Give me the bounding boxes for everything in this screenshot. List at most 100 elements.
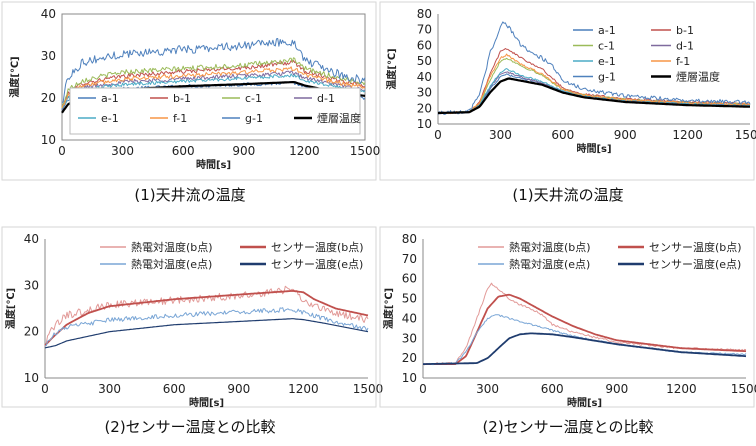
- x-tick-label: 1200: [672, 128, 703, 142]
- legend-label: 熱電対温度(b点): [509, 240, 591, 254]
- series-line: [44, 307, 369, 347]
- x-tick-label: 0: [41, 382, 49, 396]
- y-axis-label: 温度[℃]: [385, 48, 398, 89]
- y-tick-label: 30: [402, 331, 417, 345]
- y-tick-label: 10: [24, 371, 39, 385]
- legend-label: c-1: [245, 92, 262, 105]
- chart-top-right: 0300600900120015001020304050607080時間[s]温…: [379, 1, 756, 204]
- panel-caption: (2)センサー温度との比較: [104, 418, 275, 436]
- panel-frame: [379, 226, 755, 408]
- series-line: [44, 318, 369, 349]
- panel-caption: (1)天井流の温度: [512, 186, 623, 204]
- series-line: [423, 332, 747, 365]
- legend-label: f-1: [676, 55, 690, 68]
- y-tick-label: 30: [24, 278, 39, 292]
- x-tick-label: 900: [614, 128, 637, 142]
- legend-label: d-1: [676, 40, 694, 53]
- y-tick-label: 40: [41, 7, 56, 21]
- legend-label: a-1: [598, 24, 616, 37]
- legend-label: センサー温度(b点): [271, 240, 364, 254]
- x-tick-label: 1200: [288, 382, 319, 396]
- y-tick-label: 40: [402, 311, 417, 325]
- legend-label: e-1: [598, 55, 616, 68]
- y-tick-label: 10: [402, 371, 417, 385]
- x-tick-label: 300: [111, 144, 134, 158]
- series-line: [437, 21, 751, 115]
- legend-label: センサー温度(e点): [649, 257, 741, 271]
- x-tick-label: 900: [232, 144, 255, 158]
- legend-label: 熱電対温度(e点): [509, 257, 590, 271]
- y-axis-label: 温度[℃]: [382, 288, 395, 329]
- legend-label: 煙層温度: [676, 70, 720, 84]
- y-tick-label: 10: [417, 117, 432, 131]
- legend-label: b-1: [676, 24, 694, 37]
- y-tick-label: 40: [417, 70, 432, 84]
- y-tick-label: 20: [417, 101, 432, 115]
- x-tick-label: 0: [434, 128, 442, 142]
- legend-label: f-1: [173, 112, 187, 125]
- panel-caption: (1)天井流の温度: [134, 186, 245, 204]
- y-tick-label: 30: [41, 49, 56, 63]
- plot-area-frame: [61, 13, 366, 141]
- x-tick-label: 1200: [666, 382, 697, 396]
- x-tick-label: 0: [58, 144, 66, 158]
- x-tick-label: 600: [163, 382, 186, 396]
- x-tick-label: 1500: [353, 382, 384, 396]
- x-tick-label: 900: [227, 382, 250, 396]
- y-tick-label: 40: [24, 232, 39, 246]
- legend-box: [69, 87, 361, 135]
- panel-caption: (2)センサー温度との比較: [482, 418, 653, 436]
- x-tick-label: 600: [541, 382, 564, 396]
- chart-top-left: 0 300 600 900 1200 1500 10 20 30 40 時間[s] 温度[℃] a-1 b…: [1, 1, 381, 204]
- legend-label: e-1: [101, 112, 119, 125]
- legend-label: g-1: [245, 112, 263, 125]
- legend-label: センサー温度(e点): [271, 257, 363, 271]
- panel-frame: [1, 226, 377, 408]
- legend-label: d-1: [317, 92, 335, 105]
- x-tick-label: 300: [476, 382, 499, 396]
- x-tick-label: 300: [98, 382, 121, 396]
- series-line: [61, 38, 366, 103]
- legend-label: c-1: [598, 40, 615, 53]
- y-tick-label: 50: [417, 54, 432, 68]
- series-line: [437, 53, 750, 115]
- legend-label: a-1: [101, 92, 119, 105]
- y-axis-label: 温度[℃]: [4, 288, 17, 329]
- y-tick-label: 20: [24, 325, 39, 339]
- legend-label: センサー温度(b点): [649, 240, 742, 254]
- y-tick-label: 20: [41, 91, 56, 105]
- y-tick-label: 10: [41, 133, 56, 147]
- y-tick-label: 70: [417, 23, 432, 37]
- y-tick-label: 60: [402, 272, 417, 286]
- x-tick-label: 1500: [735, 128, 756, 142]
- legend-label: 煙層温度: [317, 111, 361, 125]
- x-tick-label: 1500: [731, 382, 756, 396]
- x-tick-label: 300: [489, 128, 512, 142]
- series-line: [61, 57, 366, 108]
- series-line: [44, 290, 369, 347]
- y-axis-label: 温度[℃]: [8, 56, 21, 97]
- legend-label: 熱電対温度(b点): [131, 240, 213, 254]
- x-tick-label: 1500: [350, 144, 381, 158]
- series-line: [61, 73, 366, 110]
- x-axis-label: 時間[s]: [196, 158, 231, 171]
- chart-bottom-right: 0 300 600 900 1200 1500 10 20 30 40 50 60 70 80 時間[s] 温…: [379, 226, 756, 436]
- panel-frame: [379, 1, 755, 181]
- y-tick-label: 70: [402, 252, 417, 266]
- x-tick-label: 600: [551, 128, 574, 142]
- legend-label: g-1: [598, 71, 616, 84]
- x-axis-label: 時間[s]: [189, 396, 224, 409]
- y-tick-label: 30: [417, 86, 432, 100]
- x-tick-label: 600: [172, 144, 195, 158]
- chart-bottom-left: 0 300 600 900 1200 1500 10 20 30 40 時間[s] 温度[℃] 熱電対温…: [1, 226, 383, 436]
- legend-label: 熱電対温度(e点): [131, 257, 212, 271]
- y-tick-label: 60: [417, 38, 432, 52]
- legend-label: b-1: [173, 92, 191, 105]
- panel-frame: [1, 1, 377, 181]
- y-tick-label: 80: [417, 7, 432, 21]
- x-tick-label: 0: [419, 382, 427, 396]
- y-tick-label: 80: [402, 232, 417, 246]
- x-tick-label: 1200: [289, 144, 320, 158]
- y-tick-label: 50: [402, 292, 417, 306]
- y-tick-label: 20: [402, 351, 417, 365]
